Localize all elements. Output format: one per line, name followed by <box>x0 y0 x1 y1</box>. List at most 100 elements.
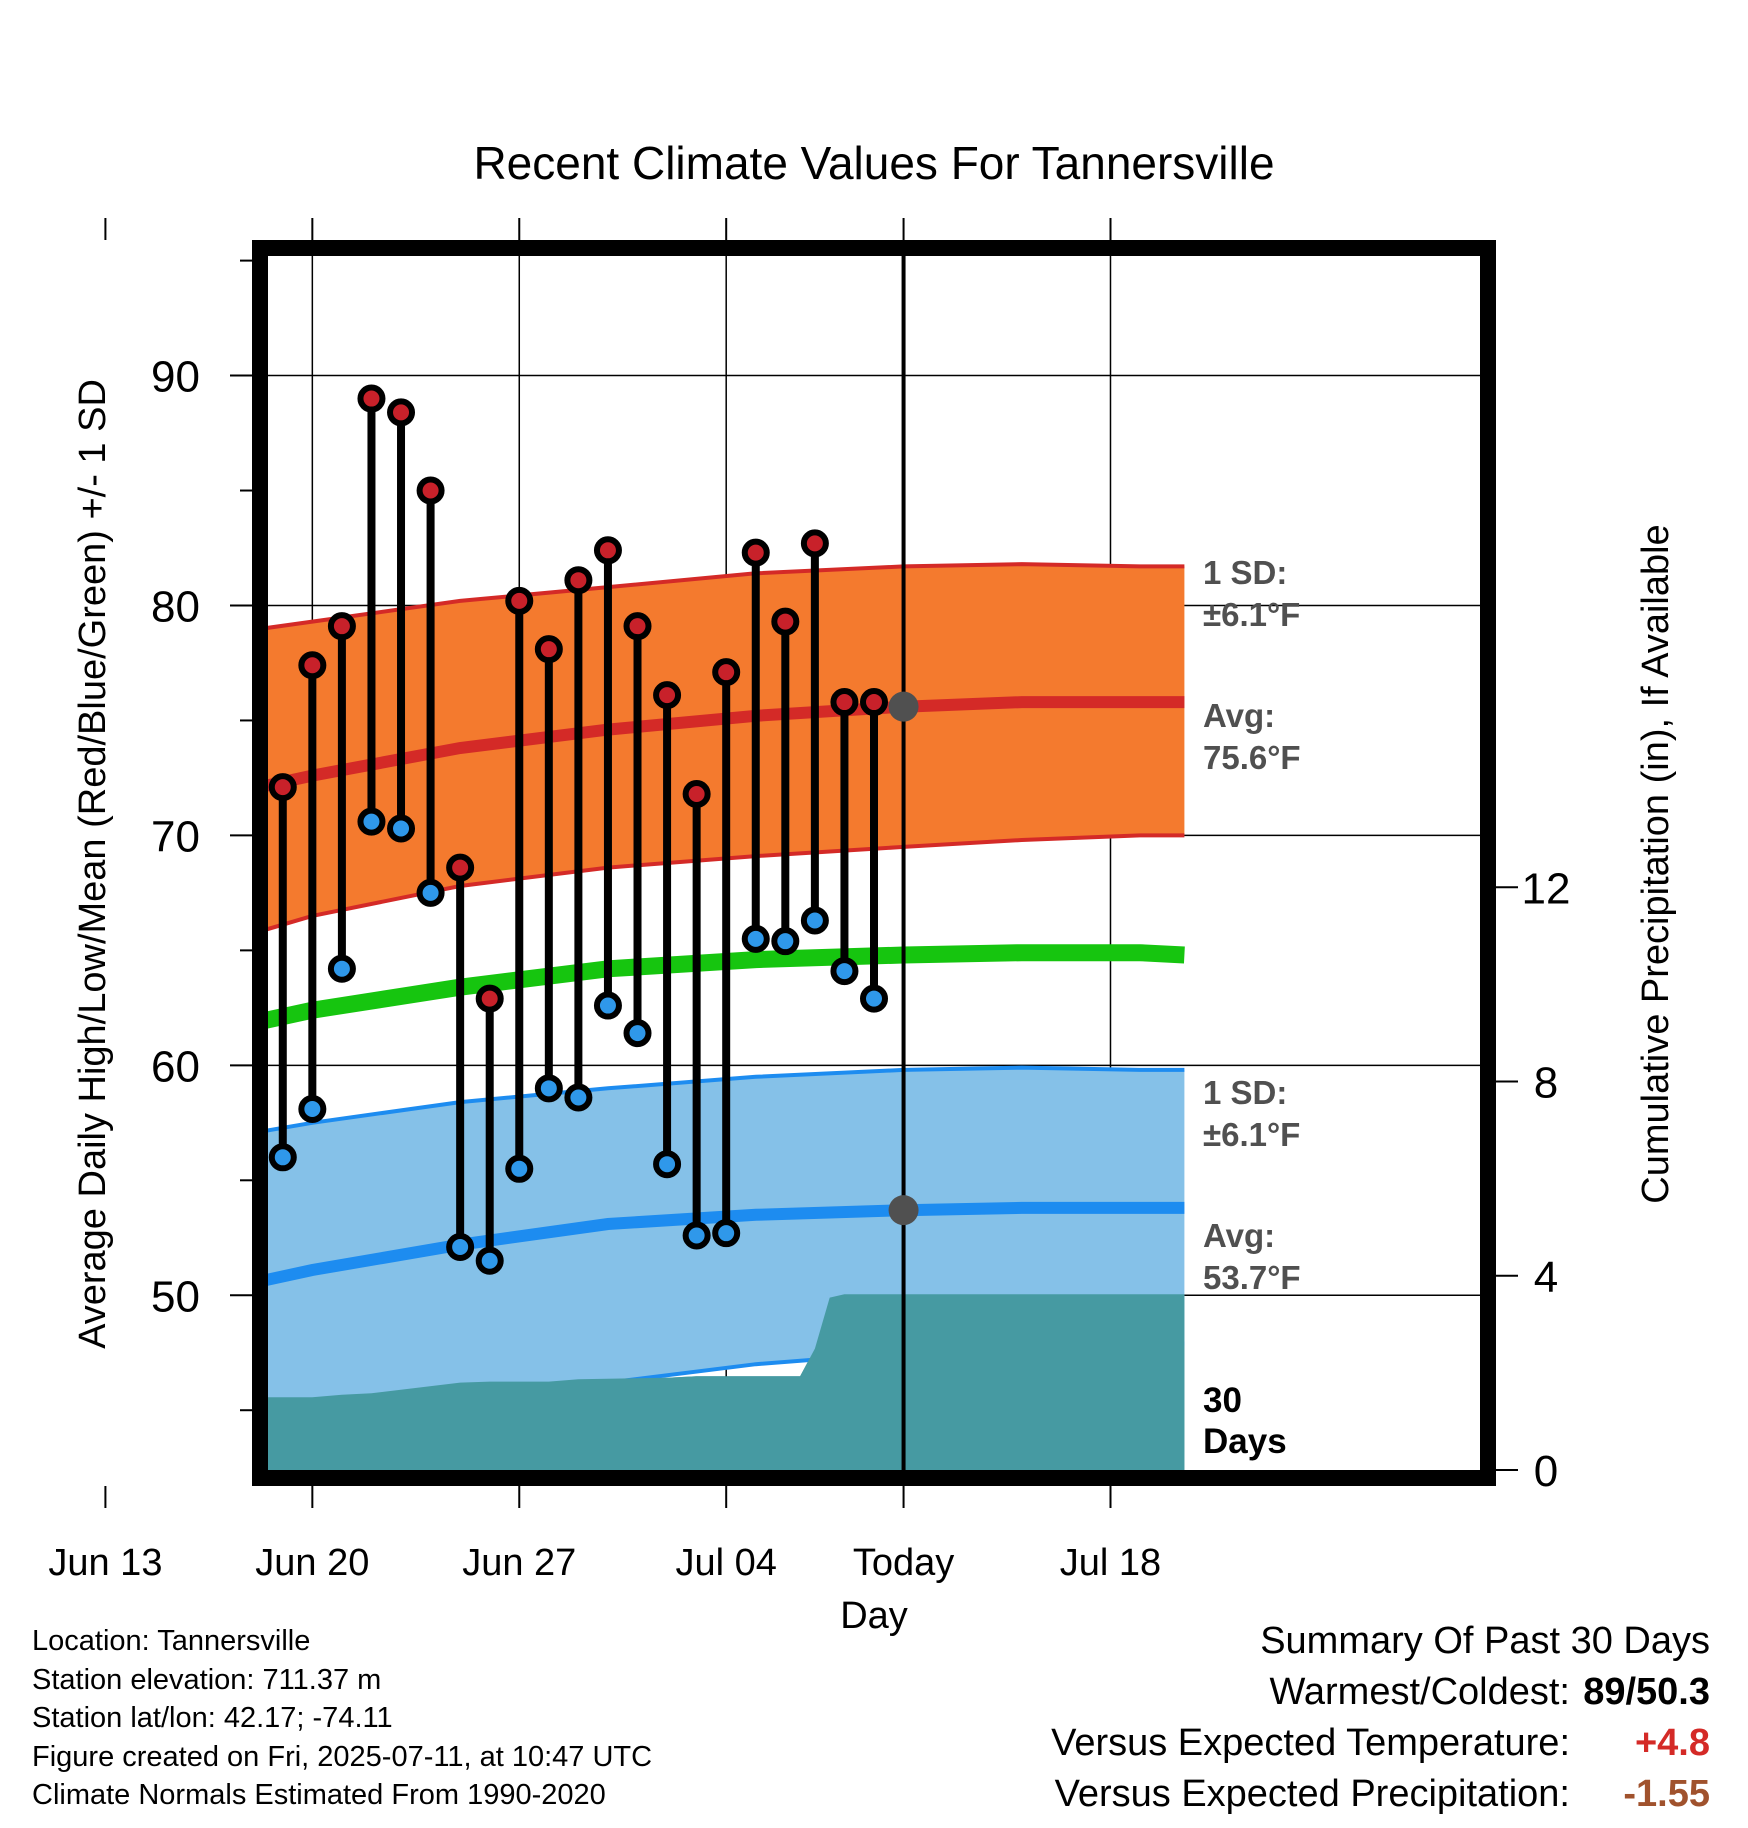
today-normal-high-marker <box>888 691 919 722</box>
daily-high-point <box>213 758 235 780</box>
normal-high-band-lower-edge <box>268 833 1185 932</box>
daily-low-point <box>475 1246 504 1275</box>
daily-high-point <box>154 958 176 980</box>
daily-high-point <box>416 476 445 505</box>
x-axis: Jun 13 Jun 20 Jun 27 Jul 04 Today Jul 18 <box>48 218 1161 1584</box>
daily-low-point <box>124 1277 146 1299</box>
created-text: Figure created on Fri, 2025-07-11, at 10… <box>32 1740 653 1773</box>
daily-high-point <box>268 773 297 802</box>
daily-high-point <box>124 985 146 1007</box>
daily-high-point <box>593 536 622 565</box>
warmest-coldest-row: Warmest/Coldest: 89/50.3 <box>910 1671 1710 1722</box>
chart-title: Recent Climate Values For Tannersville <box>473 137 1274 189</box>
daily-high-point <box>357 384 386 413</box>
daily-high-point <box>327 612 356 641</box>
daily-high-point <box>475 984 504 1013</box>
precip-departure-row: Versus Expected Precipitation: -1.55 <box>910 1773 1710 1824</box>
x-tick-label: Jul 18 <box>1060 1542 1161 1584</box>
low-avg-value: 53.7°F <box>1203 1259 1301 1296</box>
daily-high-point <box>712 658 741 687</box>
daily-low-point <box>327 954 356 983</box>
y-tick-label: 90 <box>151 353 200 402</box>
period-label-line-1: 30 <box>1203 1381 1242 1420</box>
daily-low-point <box>741 924 770 953</box>
daily-high-point <box>623 612 652 641</box>
y-axis-label: Average Daily High/Low/Mean (Red/Blue/Gr… <box>72 379 114 1349</box>
temp-departure-row: Versus Expected Temperature: +4.8 <box>910 1722 1710 1773</box>
x-tick-label: Today <box>853 1542 954 1584</box>
daily-bars <box>6 384 888 1299</box>
daily-low-point <box>505 1154 534 1183</box>
daily-high-point <box>6 783 28 805</box>
daily-low-point <box>800 906 829 935</box>
x-axis-label: Day <box>840 1595 908 1637</box>
y-tick-label: 70 <box>151 812 200 861</box>
daily-high-point <box>741 538 770 567</box>
x-tick-label: Jun 27 <box>462 1542 576 1584</box>
high-annotation: 1 SD: ±6.1°F Avg: 75.6°F <box>1203 554 1301 776</box>
daily-low-point <box>268 1143 297 1172</box>
y2-tick-label: 8 <box>1534 1059 1558 1108</box>
elevation-text: Station elevation: 711.37 m <box>32 1663 382 1696</box>
summary-panel: Summary Of Past 30 Days Warmest/Coldest:… <box>910 1620 1710 1824</box>
x-tick-label: Jun 13 <box>48 1542 162 1584</box>
today-normal-low-marker <box>888 1195 919 1226</box>
normal-mean-line <box>268 944 1185 1029</box>
daily-low-point <box>35 1151 57 1173</box>
y-tick-label: 50 <box>151 1272 200 1321</box>
daily-high-point <box>564 566 593 595</box>
precipitation-area-overlay <box>268 1294 1185 1470</box>
normal-low-line <box>268 1201 1185 1286</box>
y2-tick-label: 12 <box>1522 864 1571 913</box>
daily-low-point <box>771 927 800 956</box>
daily-high-point <box>682 780 711 809</box>
daily-high-point <box>800 529 829 558</box>
daily-low-point <box>416 878 445 907</box>
plot-frame <box>252 240 1496 1486</box>
temp-departure-label: Versus Expected Temperature: <box>1051 1722 1570 1764</box>
normal-high-band-upper-edge <box>268 562 1185 630</box>
daily-high-point <box>35 680 57 702</box>
y2-axis: 0 4 8 12 <box>1496 864 1570 1496</box>
normal-low-band-upper-edge <box>268 1065 1185 1133</box>
daily-low-point <box>593 991 622 1020</box>
daily-high-point <box>653 681 682 710</box>
latlon-text: Station lat/lon: 42.17; -74.11 <box>32 1702 393 1734</box>
high-sd-label: 1 SD: <box>1203 554 1287 591</box>
daily-high-point <box>183 1008 205 1030</box>
normal-low-sd-band <box>268 1067 1185 1446</box>
daily-low-point <box>298 1095 327 1124</box>
daily-low-point <box>712 1219 741 1248</box>
summary-title-row: Summary Of Past 30 Days <box>910 1620 1710 1671</box>
daily-high-point <box>387 398 416 427</box>
temp-departure-value: +4.8 <box>1634 1722 1710 1764</box>
station-info: Location: Tannersville Station elevation… <box>32 1622 652 1815</box>
daily-low-point <box>387 814 416 843</box>
daily-low-point <box>446 1232 475 1261</box>
daily-high-point <box>446 853 475 882</box>
daily-high-point <box>830 688 859 717</box>
y-tick-label: 60 <box>151 1042 200 1091</box>
daily-high-point <box>505 586 534 615</box>
normals-text: Climate Normals Estimated From 1990-2020 <box>32 1779 606 1811</box>
warmest-coldest-value: 89/50.3 <box>1583 1671 1710 1713</box>
low-annotation: 1 SD: ±6.1°F Avg: 53.7°F <box>1203 1074 1301 1296</box>
low-sd-label: 1 SD: <box>1203 1074 1287 1111</box>
high-sd-value: ±6.1°F <box>1203 596 1300 633</box>
daily-low-point <box>682 1221 711 1250</box>
daily-high-point <box>534 635 563 664</box>
y2-axis-label: Cumulative Precipitation (in), If Availa… <box>1635 524 1677 1203</box>
daily-high-point <box>860 688 888 717</box>
low-sd-value: ±6.1°F <box>1203 1116 1300 1153</box>
daily-low-point <box>357 807 386 836</box>
x-tick-label: Jul 04 <box>675 1542 776 1584</box>
location-text: Location: Tannersville <box>32 1625 311 1657</box>
high-avg-label: Avg: <box>1203 697 1275 734</box>
y2-tick-label: 0 <box>1534 1447 1558 1496</box>
daily-low-point <box>564 1083 593 1112</box>
daily-high-point <box>298 651 327 680</box>
warmest-coldest-label: Warmest/Coldest: <box>1269 1671 1570 1713</box>
daily-low-point <box>653 1150 682 1179</box>
precip-departure-value: -1.55 <box>1623 1773 1710 1815</box>
daily-low-point <box>534 1074 563 1103</box>
